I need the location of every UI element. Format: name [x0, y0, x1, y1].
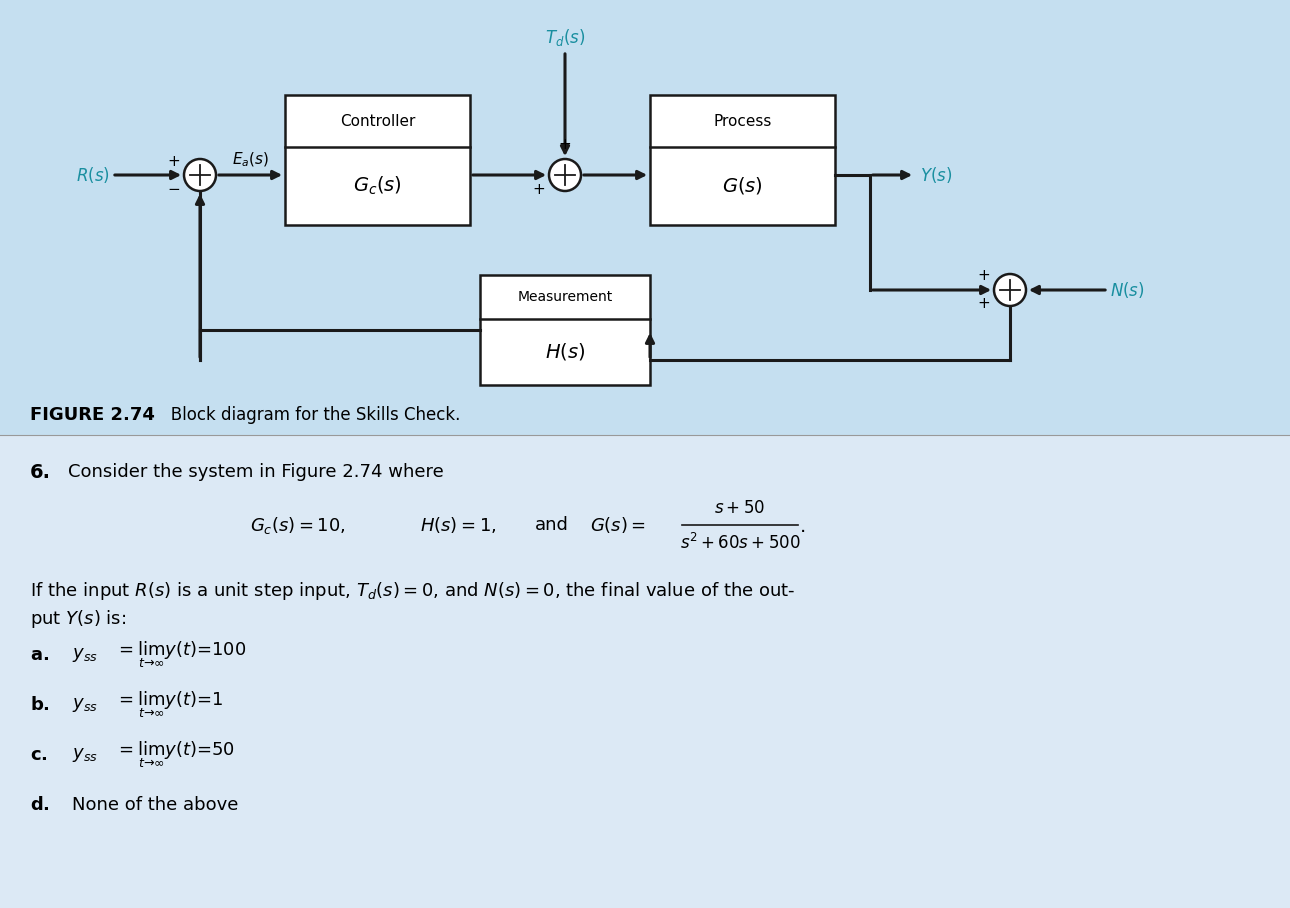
Bar: [0, 435, 1290, 908]
Text: +: +: [978, 297, 989, 311]
Text: +: +: [168, 153, 181, 169]
Text: Controller: Controller: [339, 114, 415, 129]
Text: $N(s)$: $N(s)$: [1109, 280, 1144, 300]
Text: +: +: [533, 182, 544, 196]
Text: $Y(s)$: $Y(s)$: [920, 165, 952, 185]
Text: $y_{ss}$: $y_{ss}$: [72, 746, 98, 764]
Bar: [285, 95, 470, 225]
Text: +: +: [978, 269, 989, 283]
Circle shape: [550, 159, 580, 191]
Text: $T_d(s)$: $T_d(s)$: [544, 27, 586, 48]
Text: $G(s)$: $G(s)$: [722, 175, 762, 196]
Text: If the input $R(s)$ is a unit step input, $T_d(s) = 0$, and $N(s) = 0$, the fina: If the input $R(s)$ is a unit step input…: [30, 580, 796, 602]
Text: $y_{ss}$: $y_{ss}$: [72, 696, 98, 714]
Text: $= \lim_{t \to \infty} y(t) = 1$: $= \lim_{t \to \infty} y(t) = 1$: [115, 690, 223, 720]
Text: .: .: [800, 518, 806, 537]
Text: −: −: [168, 182, 181, 196]
Circle shape: [995, 274, 1026, 306]
Text: $\mathbf{a.}$: $\mathbf{a.}$: [30, 646, 49, 664]
Text: $E_a(s)$: $E_a(s)$: [232, 151, 270, 169]
Text: $\mathbf{c.}$: $\mathbf{c.}$: [30, 746, 48, 764]
Text: Block diagram for the Skills Check.: Block diagram for the Skills Check.: [155, 406, 461, 424]
Text: None of the above: None of the above: [72, 796, 239, 814]
Text: Process: Process: [713, 114, 771, 129]
Text: put $Y(s)$ is:: put $Y(s)$ is:: [30, 608, 126, 630]
Text: $G_c(s)$: $G_c(s)$: [353, 175, 402, 197]
Bar: [0, 0, 1290, 435]
Text: $G_c(s) = 10,$: $G_c(s) = 10,$: [250, 515, 346, 536]
Text: $H(s) = 1,$: $H(s) = 1,$: [421, 515, 497, 535]
Text: $s^2 + 60s + 500$: $s^2 + 60s + 500$: [680, 533, 800, 553]
Text: $\mathbf{d.}$: $\mathbf{d.}$: [30, 796, 50, 814]
Text: $R(s)$: $R(s)$: [76, 165, 110, 185]
Text: Consider the system in Figure 2.74 where: Consider the system in Figure 2.74 where: [68, 463, 444, 481]
Text: and: and: [535, 516, 569, 534]
Text: $H(s)$: $H(s)$: [544, 341, 586, 362]
Text: $\mathbf{b.}$: $\mathbf{b.}$: [30, 696, 50, 714]
Bar: [480, 275, 650, 385]
Text: 6.: 6.: [30, 463, 52, 482]
Bar: [650, 95, 835, 225]
Text: Measurement: Measurement: [517, 290, 613, 304]
Text: $G(s) =$: $G(s) =$: [590, 515, 646, 535]
Text: +: +: [559, 137, 571, 152]
Text: $y_{ss}$: $y_{ss}$: [72, 646, 98, 664]
Text: $= \lim_{t \to \infty} y(t) = 50$: $= \lim_{t \to \infty} y(t) = 50$: [115, 740, 235, 770]
Text: FIGURE 2.74: FIGURE 2.74: [30, 406, 155, 424]
Text: $s + 50$: $s + 50$: [715, 499, 765, 517]
Circle shape: [184, 159, 215, 191]
Text: $= \lim_{t \to \infty} y(t) = 100$: $= \lim_{t \to \infty} y(t) = 100$: [115, 640, 246, 670]
